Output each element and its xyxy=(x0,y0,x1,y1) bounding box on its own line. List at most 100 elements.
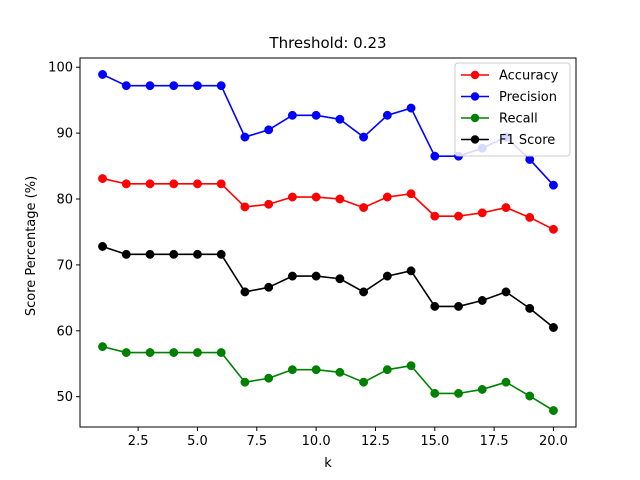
data-point-recall xyxy=(525,391,535,401)
data-point-f1-score xyxy=(287,271,297,281)
data-point-recall xyxy=(549,406,558,415)
y-tick-label: 80 xyxy=(56,193,73,208)
data-point-f1-score xyxy=(169,249,179,259)
x-tick-label: 5.0 xyxy=(187,434,208,449)
data-point-recall xyxy=(501,377,511,387)
data-point-recall xyxy=(169,348,179,357)
data-point-f1-score xyxy=(311,271,321,281)
x-tick-label: 12.5 xyxy=(361,434,390,449)
data-point-f1-score xyxy=(98,242,107,251)
data-point-recall xyxy=(121,348,131,357)
legend-marker xyxy=(470,113,480,123)
y-tick-label: 100 xyxy=(48,61,73,76)
data-point-recall xyxy=(335,367,345,377)
data-point-precision xyxy=(240,132,250,142)
y-tick-label: 90 xyxy=(56,127,73,142)
data-point-accuracy xyxy=(454,211,463,221)
x-tick-label: 2.5 xyxy=(128,434,149,449)
data-point-precision xyxy=(287,110,297,120)
legend-label: F1 Score xyxy=(499,133,555,148)
data-point-precision xyxy=(549,180,558,190)
legend-label: Recall xyxy=(499,112,538,127)
data-point-f1-score xyxy=(454,301,463,311)
data-point-precision xyxy=(311,110,321,120)
y-tick-label: 50 xyxy=(56,390,73,405)
legend-label: Accuracy xyxy=(499,69,559,84)
chart-title: Threshold: 0.23 xyxy=(268,34,386,52)
data-point-recall xyxy=(98,342,107,352)
data-point-f1-score xyxy=(359,287,369,297)
data-point-accuracy xyxy=(121,179,131,189)
data-point-precision xyxy=(430,151,440,161)
data-point-accuracy xyxy=(264,199,274,209)
data-point-accuracy xyxy=(525,213,535,222)
data-point-recall xyxy=(359,377,369,387)
x-tick-label: 15.0 xyxy=(420,434,449,449)
data-point-accuracy xyxy=(359,203,369,213)
data-point-recall xyxy=(430,388,440,398)
x-tick-label: 7.5 xyxy=(246,434,267,449)
data-point-accuracy xyxy=(501,203,511,213)
data-point-precision xyxy=(359,132,369,142)
legend-marker xyxy=(470,70,480,80)
data-point-recall xyxy=(382,365,392,375)
data-point-precision xyxy=(169,81,179,91)
data-point-accuracy xyxy=(335,194,345,204)
y-tick-label: 70 xyxy=(56,258,73,273)
data-point-accuracy xyxy=(287,192,297,202)
data-point-accuracy xyxy=(430,211,440,221)
x-tick-label: 20.0 xyxy=(539,434,568,449)
data-point-accuracy xyxy=(311,192,321,202)
data-point-recall xyxy=(406,361,416,371)
data-point-precision xyxy=(525,155,535,164)
legend-marker xyxy=(470,92,480,101)
data-point-recall xyxy=(240,377,250,387)
x-axis-label: k xyxy=(324,456,332,471)
data-point-f1-score xyxy=(406,266,416,276)
data-point-f1-score xyxy=(145,249,155,259)
data-point-precision xyxy=(406,103,416,113)
legend-marker xyxy=(470,135,480,144)
data-point-accuracy xyxy=(193,179,202,189)
data-point-f1-score xyxy=(335,274,345,284)
data-point-accuracy xyxy=(382,192,392,202)
data-point-f1-score xyxy=(525,303,535,313)
data-point-precision xyxy=(193,81,202,91)
data-point-recall xyxy=(216,348,226,357)
data-point-accuracy xyxy=(477,208,487,218)
data-point-recall xyxy=(193,348,202,357)
axes-frame xyxy=(79,57,577,428)
data-point-precision xyxy=(264,125,274,135)
legend: Accuracy Precision Recall F1 Score xyxy=(454,62,571,157)
x-tick-label: 10.0 xyxy=(302,434,331,449)
data-point-f1-score xyxy=(430,301,440,311)
data-point-recall xyxy=(287,365,297,375)
data-point-accuracy xyxy=(145,179,155,189)
plot-area: 2.5 5.0 7.5 10.0 12.5 15.0 17.5 20.0 50 60 70 80 90 1… xyxy=(48,57,577,449)
data-point-precision xyxy=(382,110,392,120)
data-point-recall xyxy=(264,373,274,383)
data-point-recall xyxy=(311,365,321,375)
data-point-f1-score xyxy=(264,282,274,292)
y-axis-label: Score Percentage (%) xyxy=(24,176,39,316)
data-point-f1-score xyxy=(549,323,558,332)
data-point-f1-score xyxy=(501,287,511,297)
data-point-f1-score xyxy=(240,287,250,297)
data-point-f1-score xyxy=(216,249,226,259)
data-point-precision xyxy=(145,81,155,91)
data-point-accuracy xyxy=(549,224,558,234)
data-point-f1-score xyxy=(121,249,131,259)
data-point-precision xyxy=(121,81,131,91)
data-point-accuracy xyxy=(169,179,179,189)
data-point-recall xyxy=(477,384,487,394)
data-point-f1-score xyxy=(477,296,487,305)
x-tick-label: 17.5 xyxy=(480,434,509,449)
data-point-recall xyxy=(145,348,155,357)
data-point-f1-score xyxy=(193,249,202,259)
legend-label: Precision xyxy=(499,90,557,105)
data-point-accuracy xyxy=(240,202,250,212)
data-point-precision xyxy=(98,70,107,79)
data-point-precision xyxy=(216,81,226,91)
